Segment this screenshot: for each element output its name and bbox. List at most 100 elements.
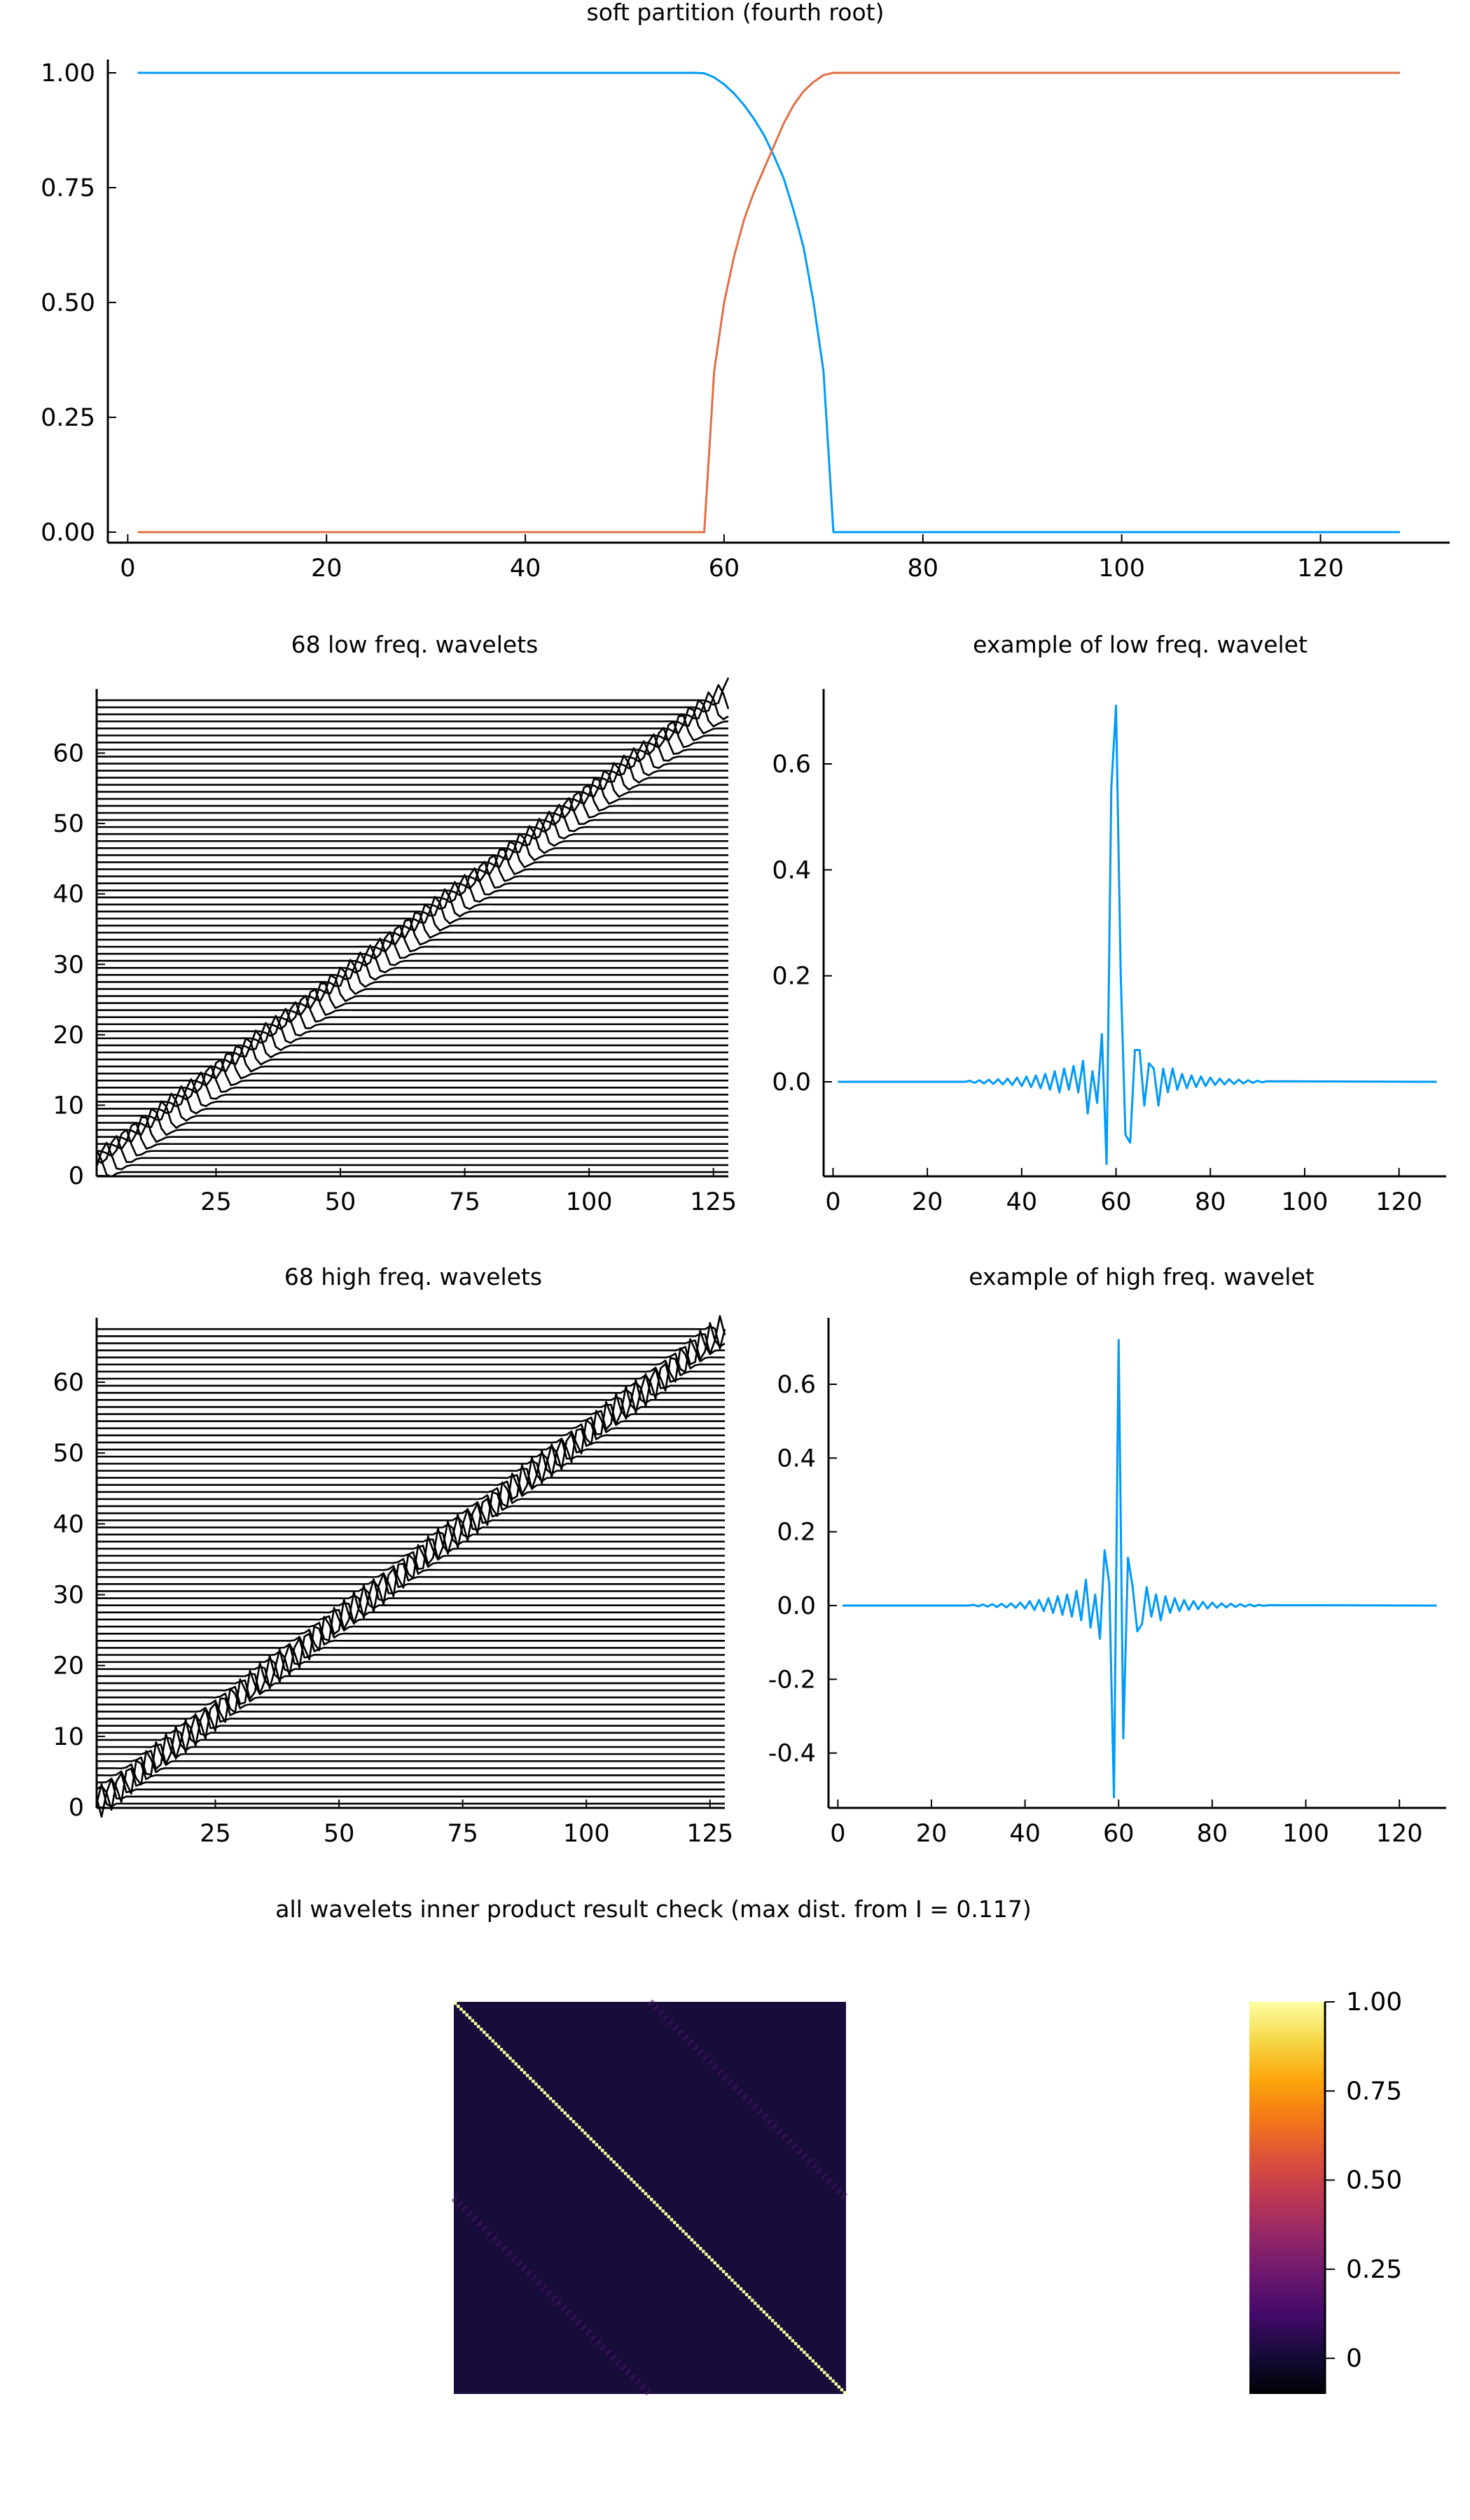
x-tick-label: 25 (200, 1820, 231, 1848)
colorbar-tick-label: 1.00 (1346, 1988, 1402, 2017)
high-freq-wavelet-line (97, 1363, 725, 1400)
low-freq-wavelet-line (97, 817, 728, 847)
heatmap-diagonal-cell (471, 2019, 475, 2023)
low-freq-wavelet-line (97, 881, 728, 910)
high-freq-wavelet-line (97, 1393, 725, 1430)
high-freq-wavelet-line (97, 1702, 725, 1740)
high-freq-wavelet-line (97, 1443, 725, 1484)
heatmap-diagonal-cell (520, 2068, 524, 2072)
high-freq-wavelets-marks: 25 50 75 100 125 0 10 20 30 40 50 60 (53, 1315, 733, 1848)
heatmap-diagonal-cell (578, 2126, 581, 2129)
y-tick-label: 60 (53, 1369, 84, 1397)
x-tick-label: 120 (1375, 1188, 1422, 1216)
heatmap-diagonal-cell (672, 2220, 677, 2225)
heatmap-diagonal-cell (468, 2016, 472, 2020)
heatmap-diagonal-cell (457, 2005, 460, 2008)
heatmap-diagonal-cell (785, 2333, 789, 2337)
y-tick-label: 0.25 (41, 404, 95, 432)
x-tick-label: 120 (1376, 1820, 1423, 1848)
heatmap-diagonal-cell (667, 2215, 671, 2219)
soft-partition-marks: 0 20 40 60 80 100 120 0.00 0.25 0.50 0.75 1.00 (41, 60, 1450, 583)
high-freq-wavelet-line (96, 1767, 725, 1804)
y-tick-label: 0.0 (772, 1068, 811, 1097)
high-freq-wavelets-title: 68 high freq. wavelets (284, 1263, 542, 1290)
heatmap-diagonal-cell (534, 2082, 538, 2086)
inner-product-title: all wavelets inner product result check … (275, 1895, 1031, 1923)
y-tick-label: 30 (53, 1582, 84, 1610)
x-tick-label: 50 (325, 1188, 356, 1216)
high-freq-wavelet-line (97, 1357, 725, 1392)
heatmap-diagonal-cell (751, 2299, 754, 2302)
high-freq-wavelet-line (97, 1338, 725, 1374)
y-tick-label: 40 (53, 881, 84, 909)
heatmap-diagonal-cell (546, 2094, 550, 2098)
low-freq-wavelets-marks: 25 50 75 100 125 0 10 20 30 40 50 60 (53, 677, 737, 1216)
heatmap-diagonal-cell (571, 2119, 576, 2124)
high-freq-wavelets-plot: 68 high freq. wavelets 25 50 75 100 125 0 10 20… (53, 1263, 733, 1848)
high-freq-wavelet-line (97, 1741, 725, 1776)
y-tick-label: 0.2 (772, 963, 811, 991)
heatmap-diagonal-cell (586, 2134, 590, 2138)
heatmap-diagonal-cell (759, 2307, 763, 2311)
high-freq-wavelet-line (97, 1669, 725, 1705)
x-tick-label: 40 (1006, 1188, 1038, 1216)
high-freq-wavelet-line (97, 1325, 726, 1350)
soft-partition-title: soft partition (fourth root) (587, 0, 885, 26)
y-tick-label: 10 (53, 1723, 84, 1751)
heatmap-diagonal-cell (742, 2290, 746, 2294)
low-freq-wavelet-line (97, 1015, 728, 1044)
heatmap-diagonal-cell (730, 2278, 734, 2282)
partition-series-line (137, 71, 1401, 534)
low-freq-wavelet-line (97, 1108, 728, 1136)
low-freq-wavelet-line (97, 854, 728, 883)
colorbar-tick-label: 0.25 (1346, 2255, 1402, 2284)
y-tick-label: 0.6 (772, 751, 811, 779)
heatmap-diagonal-cell (623, 2171, 627, 2176)
high-freq-wavelet-line (97, 1719, 725, 1760)
low-freq-wavelet-line (96, 1135, 728, 1164)
x-tick-label: 0 (830, 1820, 845, 1848)
high-freq-wavelet-line (97, 1464, 725, 1501)
high-freq-wavelet-line (97, 1697, 725, 1732)
x-tick-label: 100 (1098, 555, 1145, 583)
high-freq-wavelet-line (97, 1637, 725, 1676)
heatmap-diagonal-cell (641, 2189, 645, 2193)
x-tick-label: 60 (1100, 1188, 1132, 1216)
low-freq-example-line (838, 704, 1437, 1165)
high-freq-wavelet-line (97, 1322, 726, 1360)
low-freq-wavelet-line (97, 966, 728, 995)
high-freq-wavelet-line (97, 1713, 725, 1754)
heatmap-diagonal-cell (670, 2218, 674, 2222)
high-freq-wavelet-line (97, 1437, 725, 1478)
colorbar-tick-label: 0.50 (1346, 2166, 1402, 2195)
heatmap-diagonal-cell (693, 2241, 697, 2245)
low-freq-wavelet-line (96, 1129, 728, 1157)
heatmap-diagonal-cell (808, 2356, 812, 2360)
high-freq-wavelet-line (97, 1428, 725, 1463)
partition-series-line (137, 71, 1401, 534)
high-freq-wavelet-line (97, 1433, 725, 1471)
heatmap-diagonal-cell (756, 2304, 760, 2308)
high-freq-example-marks: 0 20 40 60 80 100 120 -0.4 -0.2 0.0 0.2 0.4 0.6 (768, 1318, 1446, 1848)
heatmap-diagonal-cell (831, 2379, 835, 2383)
heatmap-diagonal-cell (494, 2042, 498, 2046)
heatmap-diagonal-cell (664, 2212, 668, 2216)
low-freq-wavelets-plot: 68 low freq. wavelets 25 50 75 100 125 0 10 20 3… (53, 631, 737, 1216)
heatmap-diagonal-cell (788, 2336, 792, 2340)
low-freq-wavelet-line (97, 727, 728, 756)
heatmap-diagonal-cell (529, 2077, 532, 2080)
high-freq-wavelet-line (97, 1330, 726, 1365)
x-tick-label: 80 (1197, 1820, 1228, 1848)
x-tick-label: 60 (1103, 1820, 1135, 1848)
heatmap-diagonal-cell (716, 2264, 720, 2268)
y-tick-label: 0.75 (41, 174, 95, 202)
y-tick-label: 0.2 (777, 1519, 816, 1547)
heatmap-diagonal-cell (725, 2273, 728, 2276)
low-freq-wavelet-line (97, 861, 728, 890)
heatmap-diagonal-cell (793, 2341, 798, 2346)
heatmap-diagonal-cell (488, 2036, 492, 2040)
low-freq-wavelet-line (97, 1078, 728, 1108)
x-tick-label: 20 (311, 555, 342, 583)
heatmap-diagonal-cell (679, 2227, 682, 2230)
inner-product-heatmap-marks: 0 0.25 0.50 0.75 1.00 (451, 1988, 1402, 2397)
